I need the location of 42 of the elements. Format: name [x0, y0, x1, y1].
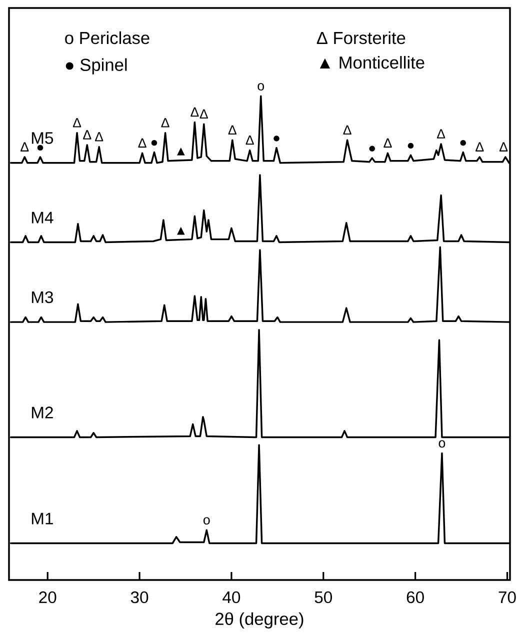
annotation: ● — [369, 146, 375, 152]
annotation: Δ — [161, 118, 170, 128]
annotation: Δ — [228, 125, 236, 135]
x-tick-label: 50 — [314, 591, 332, 604]
annotation: o — [258, 83, 264, 90]
text: Δ Forsterite — [316, 31, 406, 44]
series-label: M1 — [32, 512, 53, 524]
x-tick-label: 20 — [39, 591, 56, 604]
text: ● Spinel — [66, 58, 127, 74]
annotation: o — [438, 440, 446, 448]
annotation: ● — [408, 142, 414, 149]
series-label: M4 — [32, 212, 54, 224]
annotation: Δ — [138, 138, 146, 148]
series-label: M5 — [32, 132, 54, 144]
text: ▲ Monticellite — [320, 56, 424, 69]
x-tick-label: 30 — [130, 591, 148, 604]
annotation: Δ — [95, 132, 104, 142]
annotation: ● — [151, 140, 158, 146]
annotation: Δ — [500, 142, 508, 152]
annotation: ▲ — [177, 226, 185, 235]
x-tick-label: 70 — [498, 591, 516, 604]
annotation: ● — [460, 140, 466, 146]
annotation: Δ — [476, 142, 484, 152]
text: o Periclase — [65, 31, 150, 44]
annotation: Δ — [436, 129, 446, 138]
annotation: ▲ — [177, 148, 185, 156]
annotation: ● — [37, 144, 44, 151]
annotation: Δ — [343, 125, 352, 135]
annotation: Δ — [20, 142, 29, 152]
annotation: Δ — [384, 138, 392, 148]
annotation: ● — [274, 136, 280, 142]
x-tick-label: 60 — [406, 591, 424, 604]
annotation: o — [203, 517, 210, 525]
annotation: Δ — [200, 109, 208, 119]
annotation: Δ — [72, 118, 82, 128]
annotation: Δ — [190, 107, 199, 117]
annotation: Δ — [246, 136, 254, 145]
x-axis-title: 2θ (degree) — [216, 612, 304, 628]
annotation: Δ — [83, 130, 92, 140]
x-tick-label: 40 — [222, 591, 240, 604]
series-label: M2 — [32, 406, 53, 418]
series-label: M3 — [32, 291, 54, 304]
